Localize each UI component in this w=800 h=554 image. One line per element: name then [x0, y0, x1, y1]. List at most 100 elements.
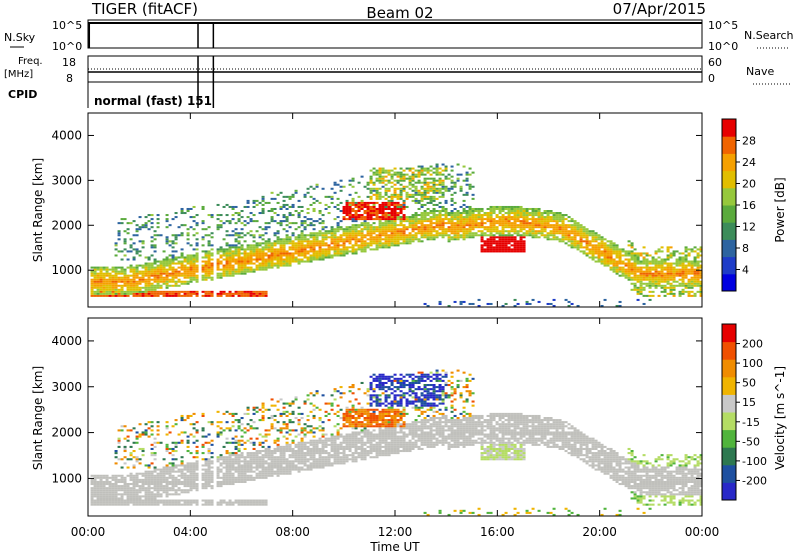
power-cell — [660, 260, 664, 263]
velocity-cell — [201, 474, 205, 477]
power-cell — [372, 222, 376, 225]
power-cell — [552, 218, 556, 221]
power-cell — [96, 290, 100, 293]
power-cell — [126, 284, 130, 287]
power-cell — [117, 234, 121, 237]
power-cell — [459, 212, 463, 215]
power-cell — [165, 220, 169, 223]
power-cell — [438, 302, 442, 305]
power-cell — [666, 266, 670, 269]
power-cell — [306, 218, 310, 221]
power-cell — [498, 236, 502, 239]
power-cell — [681, 274, 685, 277]
power-cell — [519, 210, 523, 213]
power-cell — [420, 195, 424, 198]
power-cell — [522, 232, 526, 235]
power-cell — [525, 224, 529, 227]
power-cell — [573, 244, 577, 247]
power-cell — [195, 244, 199, 247]
power-cell — [633, 254, 637, 257]
power-cell — [171, 292, 175, 295]
power-cell — [345, 203, 349, 206]
power-cell — [192, 260, 196, 263]
velocity-cell — [159, 474, 163, 477]
power-cell — [663, 266, 667, 269]
power-cell — [204, 268, 208, 271]
velocity-cell — [240, 456, 244, 459]
velocity-cell — [108, 501, 112, 504]
power-cell — [336, 240, 340, 243]
power-cell — [255, 258, 259, 261]
power-cell — [279, 191, 283, 194]
power-cell — [282, 248, 286, 251]
power-cell — [378, 234, 382, 237]
power-cell — [567, 224, 571, 227]
velocity-cell — [171, 493, 175, 496]
velocity-cell — [195, 466, 199, 469]
power-cell — [351, 248, 355, 251]
power-cell — [192, 220, 196, 223]
power-cell — [195, 232, 199, 235]
power-cell — [435, 230, 439, 233]
power-cell — [174, 216, 178, 219]
power-cell — [270, 266, 274, 269]
power-cell — [519, 240, 523, 243]
velocity-cell — [249, 474, 253, 477]
power-cell — [306, 240, 310, 243]
power-cell — [90, 266, 94, 269]
velocity-cell — [123, 499, 127, 502]
velocity-cell — [126, 493, 130, 496]
power-cell — [501, 246, 505, 249]
power-cell — [591, 244, 595, 247]
power-cell — [615, 246, 619, 249]
velocity-cell — [111, 493, 115, 496]
velocity-cell — [243, 447, 247, 450]
power-cell — [699, 250, 703, 253]
velocity-cell — [156, 478, 160, 481]
power-cell — [324, 252, 328, 255]
velocity-cell — [219, 456, 223, 459]
power-cell — [222, 264, 226, 267]
power-cell — [693, 268, 697, 271]
velocity-cell — [225, 450, 229, 453]
power-cell — [591, 234, 595, 237]
power-cell — [96, 294, 100, 297]
power-cell — [696, 274, 700, 277]
power-cell — [594, 248, 598, 251]
velocity-cell — [144, 431, 148, 434]
power-cell — [474, 234, 478, 237]
power-cell — [690, 268, 694, 271]
velocity-cell — [186, 464, 190, 467]
power-cell — [369, 216, 373, 219]
power-cell — [153, 238, 157, 241]
power-cell — [204, 266, 208, 269]
power-cell — [120, 284, 124, 287]
velocity-cell — [246, 468, 250, 471]
velocity-cell — [207, 483, 211, 486]
power-cell — [453, 207, 457, 210]
power-cell — [234, 290, 238, 293]
velocity-cell — [129, 474, 133, 477]
power-cell — [330, 240, 334, 243]
power-cell — [123, 280, 127, 283]
power-cell — [171, 294, 175, 297]
power-cell — [129, 288, 133, 291]
power-cell — [216, 260, 220, 263]
power-cell — [351, 214, 355, 217]
velocity-cell — [171, 470, 175, 473]
power-cell — [552, 226, 556, 229]
power-cell — [675, 250, 679, 253]
power-cell — [93, 268, 97, 271]
power-cell — [348, 183, 352, 186]
power-cell — [681, 264, 685, 267]
power-cell — [468, 183, 472, 186]
velocity-cell — [102, 501, 106, 504]
power-cell — [501, 220, 505, 223]
power-cell — [123, 242, 127, 245]
velocity-cell — [234, 456, 238, 459]
power-cell — [219, 256, 223, 259]
power-cell — [654, 260, 658, 263]
power-cell — [243, 250, 247, 253]
power-cell — [519, 250, 523, 253]
